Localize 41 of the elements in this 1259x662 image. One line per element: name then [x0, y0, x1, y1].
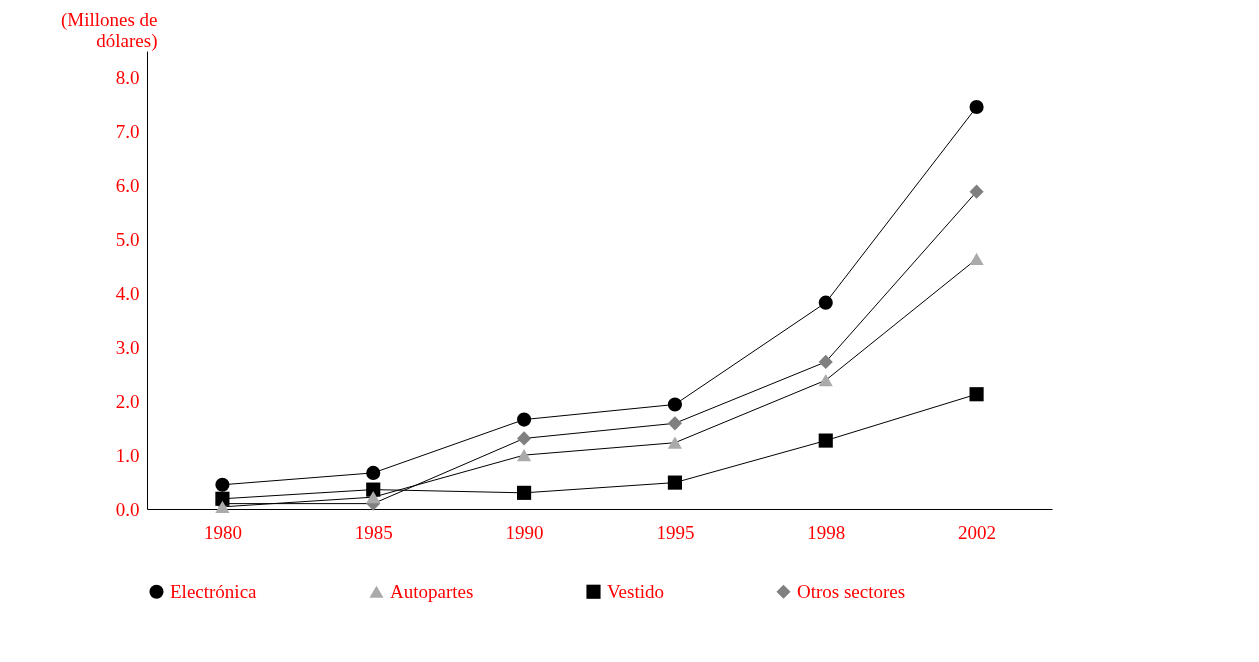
x-tick-label: 1995 [656, 521, 695, 543]
y-tick-label: 3.0 [115, 336, 140, 358]
point [818, 354, 833, 369]
x-tick-label: 1980 [203, 521, 242, 543]
y-tick-label: 5.0 [115, 229, 140, 251]
y-tick-label: 0.0 [115, 498, 140, 520]
point [517, 412, 532, 427]
y-axis-title: (Millones de dólares) [60, 8, 158, 52]
x-tick-label: 1998 [807, 521, 846, 543]
point [517, 485, 532, 500]
x-tick-label: 1985 [354, 521, 393, 543]
legend-label: Autopartes [390, 580, 474, 602]
point [366, 465, 381, 480]
y-tick-label: 7.0 [115, 121, 140, 143]
point [667, 416, 682, 431]
y-tick-label: 1.0 [115, 444, 140, 466]
point [215, 477, 230, 492]
y-tick-label: 4.0 [115, 282, 140, 304]
y-tick-label: 8.0 [115, 67, 140, 89]
point [667, 397, 682, 412]
legend-label: Otros sectores [797, 580, 906, 602]
legend-label: Vestido [607, 580, 664, 602]
point [215, 491, 230, 506]
point [969, 252, 984, 266]
point [818, 433, 833, 448]
point [667, 475, 682, 490]
point [517, 431, 532, 446]
point [517, 448, 532, 462]
x-tick-label: 1990 [505, 521, 544, 543]
point [969, 387, 984, 402]
y-tick-label: 2.0 [115, 390, 140, 412]
point [667, 436, 682, 449]
y-tick-label: 6.0 [115, 175, 140, 197]
point [818, 295, 833, 310]
legend-label: Electrónica [170, 580, 258, 602]
point [969, 99, 984, 115]
point [215, 500, 230, 513]
point [969, 184, 984, 199]
point [818, 374, 833, 387]
x-tick-label: 2002 [958, 521, 997, 543]
point [366, 491, 381, 504]
